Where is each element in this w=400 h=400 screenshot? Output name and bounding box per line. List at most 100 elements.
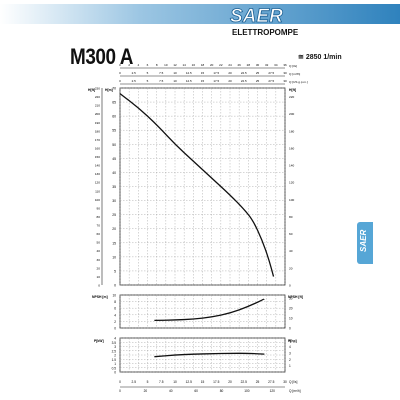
top-axis-tick-label: 2.5 bbox=[132, 71, 137, 75]
bottom-axis-tick-label: 0 bbox=[119, 380, 121, 384]
npsh-tick-label: 6 bbox=[114, 307, 116, 311]
npsh-tick-label: 8 bbox=[114, 300, 116, 304]
power-tick-label: 2.5 bbox=[112, 349, 117, 353]
y-tick-label-ft: 190 bbox=[95, 121, 100, 125]
top-axis-tick-label: 30 bbox=[256, 63, 260, 67]
y-tick-label-m: 45 bbox=[112, 157, 116, 161]
bottom-axis-tick-label: 10 bbox=[173, 380, 177, 384]
y-tick-label-ft: 30 bbox=[97, 258, 101, 262]
top-axis-label: Q [m³/h] bbox=[289, 72, 300, 76]
top-axis-tick-label: 12 bbox=[173, 63, 177, 67]
top-axis-tick-label: 10 bbox=[173, 71, 177, 75]
speed-icon: ≅ bbox=[298, 54, 306, 61]
side-tab-label: SAER bbox=[359, 229, 368, 252]
power-tick-label: 3 bbox=[114, 345, 116, 349]
top-axis-tick-label: 32 bbox=[265, 63, 269, 67]
y-tick-label-ft: 180 bbox=[95, 129, 100, 133]
bottom-axis-tick-label-2: 60 bbox=[194, 389, 198, 393]
top-axis-tick-label: 15 bbox=[201, 71, 205, 75]
npsh-tick-label: 4 bbox=[114, 313, 116, 317]
bottom-axis-tick-label: 2.5 bbox=[132, 380, 137, 384]
npsh-axis-label-right: NPSH [ft] bbox=[288, 295, 303, 299]
y-axis-label-right: H[ft] bbox=[289, 88, 296, 92]
npsh-ft-tick-label: 30 bbox=[289, 296, 293, 300]
y-tick-label-ft: 230 bbox=[95, 87, 100, 91]
top-axis-tick-label: 34 bbox=[274, 63, 278, 67]
y-axis-label-inner: H[m] bbox=[105, 88, 113, 92]
power-axis-label-right: P[hp] bbox=[288, 339, 297, 343]
power-hp-tick-label: 5 bbox=[289, 339, 291, 343]
y-tick-label-m: 15 bbox=[112, 241, 116, 245]
top-axis-tick-label: 26 bbox=[237, 63, 241, 67]
npsh-tick-label: 0 bbox=[114, 327, 116, 331]
y-tick-label-ft: 130 bbox=[95, 172, 100, 176]
y-tick-label-m: 5 bbox=[114, 269, 116, 273]
y-tick-label-ft: 100 bbox=[95, 198, 100, 202]
bottom-axis-tick-label: 15 bbox=[201, 380, 205, 384]
top-axis-tick-label: 18 bbox=[201, 63, 205, 67]
y-tick-label-m: 60 bbox=[112, 115, 116, 119]
y-tick-label-ft: 90 bbox=[97, 206, 101, 210]
top-axis-tick-label: 17.5 bbox=[213, 71, 219, 75]
npsh-axis-label: NPSH [m] bbox=[92, 295, 108, 299]
y-tick-label-ft-right: 40 bbox=[289, 249, 293, 253]
y-tick-label-ft: 150 bbox=[95, 155, 100, 159]
y-tick-label-m: 10 bbox=[112, 255, 116, 259]
y-tick-label-ft: 10 bbox=[97, 275, 101, 279]
bottom-axis-tick-label: 25 bbox=[256, 380, 260, 384]
top-axis-tick-label: 0 bbox=[119, 79, 121, 83]
bottom-axis-tick-label: 22.5 bbox=[241, 380, 247, 384]
top-axis-tick-label: 17.5 bbox=[213, 79, 219, 83]
y-tick-label-ft: 170 bbox=[95, 138, 100, 142]
top-axis-tick-label: 30 bbox=[283, 71, 287, 75]
y-tick-label-m: 65 bbox=[112, 101, 116, 105]
y-tick-label-ft: 120 bbox=[95, 181, 100, 185]
bottom-axis-tick-label: 7.5 bbox=[159, 380, 164, 384]
y-tick-label-ft: 40 bbox=[97, 249, 101, 253]
top-axis-tick-label: 7.5 bbox=[159, 71, 164, 75]
top-axis-tick-label: 8 bbox=[156, 63, 158, 67]
y-tick-label-ft: 60 bbox=[97, 232, 101, 236]
brand-logo: SAER bbox=[230, 6, 283, 27]
power-tick-label: 1 bbox=[114, 362, 116, 366]
bottom-axis-tick-label-2: 40 bbox=[169, 389, 173, 393]
speed-value: 2850 1/min bbox=[305, 54, 342, 61]
y-tick-label-m: 20 bbox=[112, 227, 116, 231]
y-tick-label-ft: 160 bbox=[95, 146, 100, 150]
npsh-ft-tick-label: 20 bbox=[289, 306, 293, 310]
y-tick-label-ft-right: 220 bbox=[289, 95, 294, 99]
top-axis-tick-label: 22.5 bbox=[241, 71, 247, 75]
y-tick-label-m: 25 bbox=[112, 213, 116, 217]
power-hp-tick-label: 1 bbox=[289, 364, 291, 368]
y-axis-label-outer: H[ft] bbox=[88, 88, 95, 92]
y-tick-label-ft: 140 bbox=[95, 164, 100, 168]
brand-tagline: ELETTROPOMPE bbox=[232, 28, 299, 37]
top-axis-tick-label: 4 bbox=[137, 63, 139, 67]
y-tick-label-ft: 200 bbox=[95, 112, 100, 116]
power-tick-label: 4 bbox=[114, 337, 116, 341]
bottom-axis-label: Q [l/s] bbox=[289, 380, 297, 384]
y-tick-label-ft: 220 bbox=[95, 95, 100, 99]
top-axis-tick-label: 20 bbox=[210, 63, 214, 67]
side-tab[interactable]: SAER bbox=[357, 222, 373, 264]
top-axis-label: Q [l/s] bbox=[289, 64, 297, 68]
bottom-axis-tick-label-2: 120 bbox=[270, 389, 276, 393]
top-axis-tick-label: 14 bbox=[182, 63, 186, 67]
power-hp-tick-label: 2 bbox=[289, 358, 291, 362]
y-tick-label-ft: 20 bbox=[97, 266, 101, 270]
top-axis-tick-label: 10 bbox=[173, 79, 177, 83]
y-tick-label-ft-right: 180 bbox=[289, 129, 294, 133]
top-axis-tick-label: 6 bbox=[147, 63, 149, 67]
top-axis-tick-label: 30 bbox=[283, 79, 287, 83]
y-tick-label-m: 35 bbox=[112, 185, 116, 189]
y-tick-label-ft: 210 bbox=[95, 104, 100, 108]
top-axis-tick-label: 22.5 bbox=[241, 79, 247, 83]
power-hp-tick-label: 4 bbox=[289, 345, 291, 349]
top-axis-tick-label: 7.5 bbox=[159, 79, 164, 83]
top-axis-tick-label: 10 bbox=[164, 63, 168, 67]
npsh-tick-label: 10 bbox=[112, 294, 116, 298]
bottom-axis-tick-label-2: 0 bbox=[119, 389, 121, 393]
npsh-ft-tick-label: 10 bbox=[289, 316, 293, 320]
top-axis-tick-label: 2.5 bbox=[132, 79, 137, 83]
